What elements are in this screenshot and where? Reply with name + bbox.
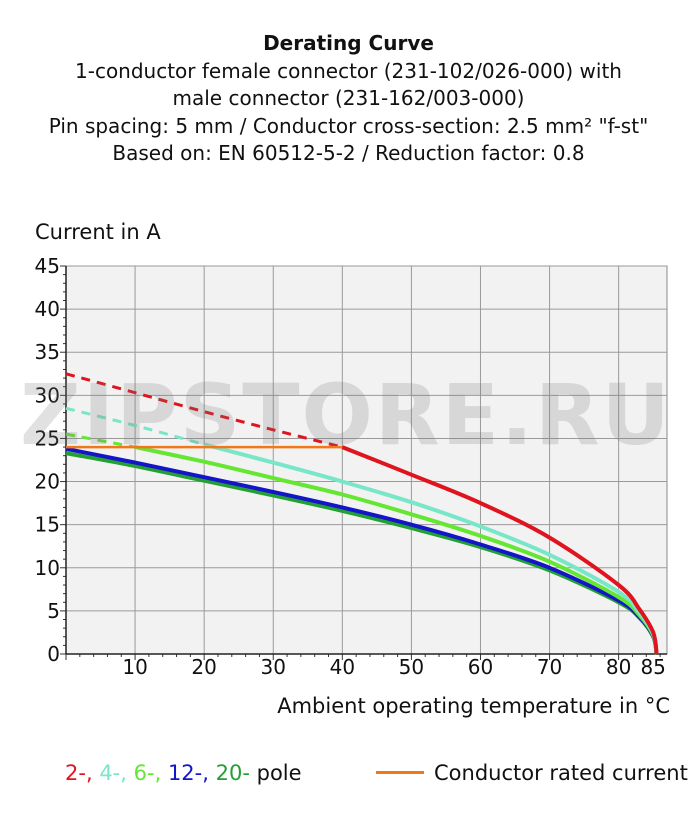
y-tick-label: 0	[47, 642, 60, 666]
chart-subtitle-1: 1-conductor female connector (231-102/02…	[75, 58, 622, 83]
x-tick-label: 50	[399, 655, 424, 679]
series-2-pole-dashed	[65, 372, 343, 449]
x-axis-label: Ambient operating temperature in °C	[277, 694, 670, 718]
y-tick-label: 10	[35, 556, 60, 580]
legend-pole-2: 2-,	[65, 761, 93, 785]
legend-pole-12: 12-,	[167, 761, 209, 785]
legend-rated-label: Conductor rated current	[434, 761, 688, 785]
x-tick-label: 40	[330, 655, 355, 679]
watermark: ZIPSTORE.RU	[20, 366, 672, 464]
y-axis-label: Current in A	[35, 220, 161, 244]
y-tick-label: 5	[47, 599, 60, 623]
chart-subtitle-2: male connector (231-162/003-000)	[172, 86, 525, 110]
y-tick-label: 30	[35, 383, 60, 407]
chart-subtitle-4: Based on: EN 60512-5-2 / Reduction facto…	[112, 141, 585, 165]
x-tick-label: 60	[468, 655, 493, 679]
y-tick-label: 25	[35, 426, 60, 450]
x-tick-label: 20	[191, 655, 216, 679]
series-4-pole-dashed	[65, 406, 205, 446]
x-tick-label: 85	[640, 655, 665, 679]
legend-poles: 2-, 4-, 6-, 12-, 20- pole	[65, 761, 302, 785]
y-tick-label: 15	[35, 513, 60, 537]
legend-rated-swatch	[376, 770, 424, 774]
legend-rated-current: Conductor rated current	[376, 761, 688, 785]
chart-titles: Derating Curve 1-conductor female connec…	[0, 30, 697, 168]
x-tick-label: 80	[606, 655, 631, 679]
x-tick-label: 70	[537, 655, 562, 679]
chart-title: Derating Curve	[263, 31, 434, 55]
x-tick-label: 10	[122, 655, 147, 679]
legend-pole-4: 4-,	[99, 761, 127, 785]
y-tick-label: 45	[35, 254, 60, 278]
y-tick-label: 40	[35, 297, 60, 321]
legend-pole-6: 6-,	[133, 761, 162, 785]
y-tick-label: 20	[35, 470, 60, 494]
legend-pole-20: 20-	[215, 761, 250, 785]
x-tick-label: 30	[261, 655, 286, 679]
y-tick-label: 35	[35, 340, 60, 364]
chart-subtitle-3: Pin spacing: 5 mm / Conductor cross-sect…	[48, 113, 649, 138]
legend-pole-suffix: pole	[256, 761, 302, 785]
plot-area	[65, 265, 668, 655]
series-2-pole-line	[341, 445, 659, 655]
